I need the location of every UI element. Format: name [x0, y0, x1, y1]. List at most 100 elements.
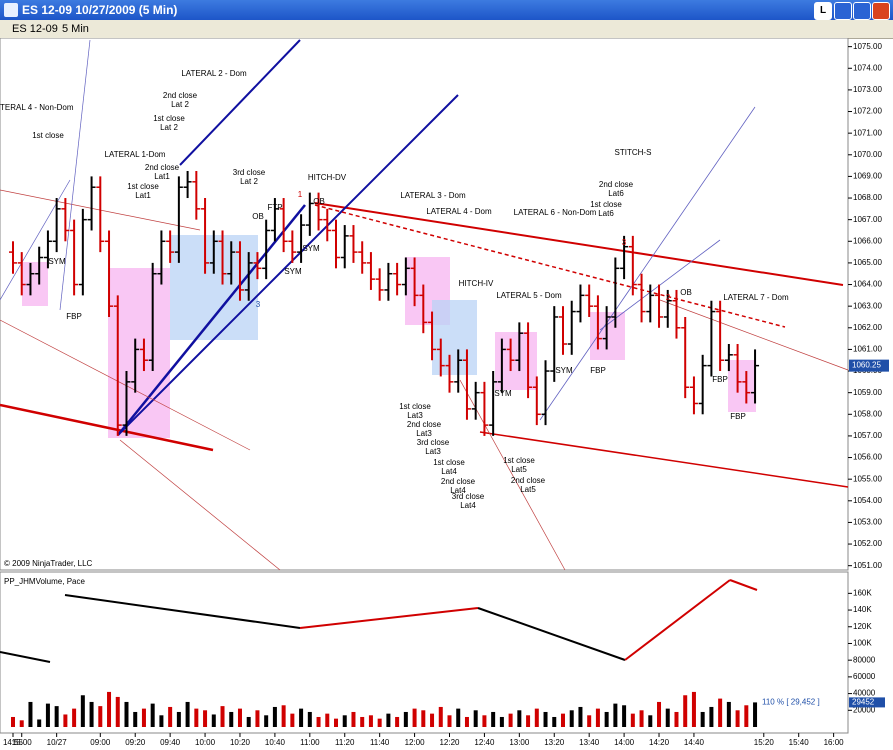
- annotation: 3rd close: [452, 492, 485, 501]
- annotation: FBP: [712, 375, 728, 384]
- volume-bar: [622, 705, 627, 727]
- trend-line: [459, 379, 566, 571]
- annotation: 2nd close: [407, 420, 442, 429]
- annotation: Lat3: [425, 447, 441, 456]
- x-tick-label: 14:55: [3, 738, 24, 747]
- maximize-button[interactable]: [853, 2, 871, 20]
- trend-line: [0, 403, 214, 452]
- volume-bar: [613, 703, 618, 727]
- trend-line: [479, 431, 849, 488]
- annotation: HITCH-DV: [308, 173, 347, 182]
- x-tick-label: 10/27: [47, 738, 68, 747]
- volume-bar: [517, 710, 522, 727]
- panel-title: PP_JHMVolume, Pace: [4, 577, 85, 586]
- volume-bar: [386, 713, 391, 727]
- x-tick-label: 11:20: [335, 738, 355, 747]
- y-tick-label: 1059.00: [853, 388, 882, 397]
- volume-bar: [299, 708, 304, 727]
- volume-bar: [334, 718, 339, 727]
- highlight-box: [728, 360, 756, 412]
- volume-bar: [316, 716, 321, 727]
- minimize-button[interactable]: [834, 2, 852, 20]
- volume-bar: [80, 695, 85, 727]
- lock-button[interactable]: L: [814, 2, 832, 20]
- x-tick-label: 12:40: [474, 738, 495, 747]
- volume-bar: [473, 710, 478, 727]
- volume-bar: [342, 715, 347, 727]
- volume-bar: [691, 691, 696, 727]
- annotation: Lat 2: [160, 123, 178, 132]
- volume-bar: [272, 706, 277, 727]
- instrument-selector[interactable]: ES 12-09: [12, 23, 58, 35]
- highlight-box: [432, 300, 477, 375]
- pace-trend: [299, 607, 479, 629]
- annotation: LATERAL 6 - Non-Dom: [514, 208, 597, 217]
- annotation: SYM: [555, 366, 573, 375]
- volume-bar: [648, 715, 653, 727]
- x-tick-label: 13:00: [509, 738, 530, 747]
- annotation: LATERAL 5 - Dom: [496, 291, 562, 300]
- volume-bar: [499, 716, 504, 727]
- y-tick-label: 1075.00: [853, 42, 882, 51]
- annotation: 3rd close: [233, 168, 266, 177]
- volume-bar: [107, 691, 112, 727]
- close-button[interactable]: [872, 2, 890, 20]
- annotation: SYM: [284, 267, 302, 276]
- volume-bar: [552, 716, 557, 727]
- y-tick-label: 1063.00: [853, 301, 882, 310]
- annotation: Lat3: [416, 429, 432, 438]
- app-icon: [4, 3, 18, 17]
- annotation: 2nd close: [599, 180, 634, 189]
- trend-line: [659, 299, 849, 371]
- interval-selector[interactable]: 5 Min: [62, 23, 89, 35]
- volume-bar: [124, 701, 129, 727]
- chart: 1051.00 1052.00 1053.00 1054.00 1055.00 1056.…: [0, 38, 889, 747]
- volume-bar: [220, 706, 225, 727]
- volume-bar: [700, 711, 705, 727]
- volume-bar: [604, 711, 609, 727]
- y-tick-label: 1068.00: [853, 193, 882, 202]
- annotation: Lat5: [511, 465, 527, 474]
- volume-bar: [325, 713, 330, 727]
- y-tick-label: 120K: [853, 622, 872, 631]
- last-price-label: 1060.25: [852, 361, 881, 370]
- trend-line: [314, 202, 844, 286]
- y-tick-label: 1069.00: [853, 172, 882, 181]
- last-volume-label: 29452: [852, 698, 875, 707]
- x-tick-label: 13:40: [579, 738, 600, 747]
- highlight-box: [22, 262, 48, 306]
- volume-bar: [203, 710, 208, 727]
- y-tick-label: 20000: [853, 705, 876, 714]
- y-tick-label: 1073.00: [853, 85, 882, 94]
- trend-line: [314, 204, 786, 328]
- x-tick-label: 15:20: [754, 738, 775, 747]
- x-tick-label: 15:40: [789, 738, 810, 747]
- y-tick-label: 1057.00: [853, 431, 882, 440]
- annotation: 1st close: [433, 458, 465, 467]
- annotation: 1st close: [590, 200, 622, 209]
- x-tick-label: 10:20: [230, 738, 251, 747]
- y-tick-label: 1067.00: [853, 215, 882, 224]
- x-tick-label: 12:20: [439, 738, 460, 747]
- volume-bar: [753, 702, 758, 727]
- annotation: Lat6: [608, 189, 624, 198]
- annotation: Lat3: [407, 411, 423, 420]
- volume-bar: [98, 706, 103, 727]
- volume-bar: [255, 710, 260, 727]
- annotation: LATERAL 7 - Dom: [723, 293, 789, 302]
- y-tick-label: 1052.00: [853, 539, 882, 548]
- volume-bar: [456, 708, 461, 727]
- annotation: LATERAL 2 - Dom: [181, 69, 247, 78]
- volume-bar: [560, 713, 565, 727]
- x-tick-label: 13:20: [544, 738, 565, 747]
- y-tick-label: 1070.00: [853, 150, 882, 159]
- y-tick-label: 1055.00: [853, 474, 882, 483]
- y-tick-label: 1051.00: [853, 561, 882, 570]
- y-tick-label: 1071.00: [853, 128, 882, 137]
- annotation: 1st close: [32, 131, 64, 140]
- x-tick-label: 09:40: [160, 738, 181, 747]
- toolbar: ES 12-09 5 Min: [0, 20, 893, 39]
- annotation: Lat6: [598, 209, 614, 218]
- volume-bar: [281, 705, 286, 727]
- title-bar: ES 12-09 10/27/2009 (5 Min) L: [0, 0, 893, 20]
